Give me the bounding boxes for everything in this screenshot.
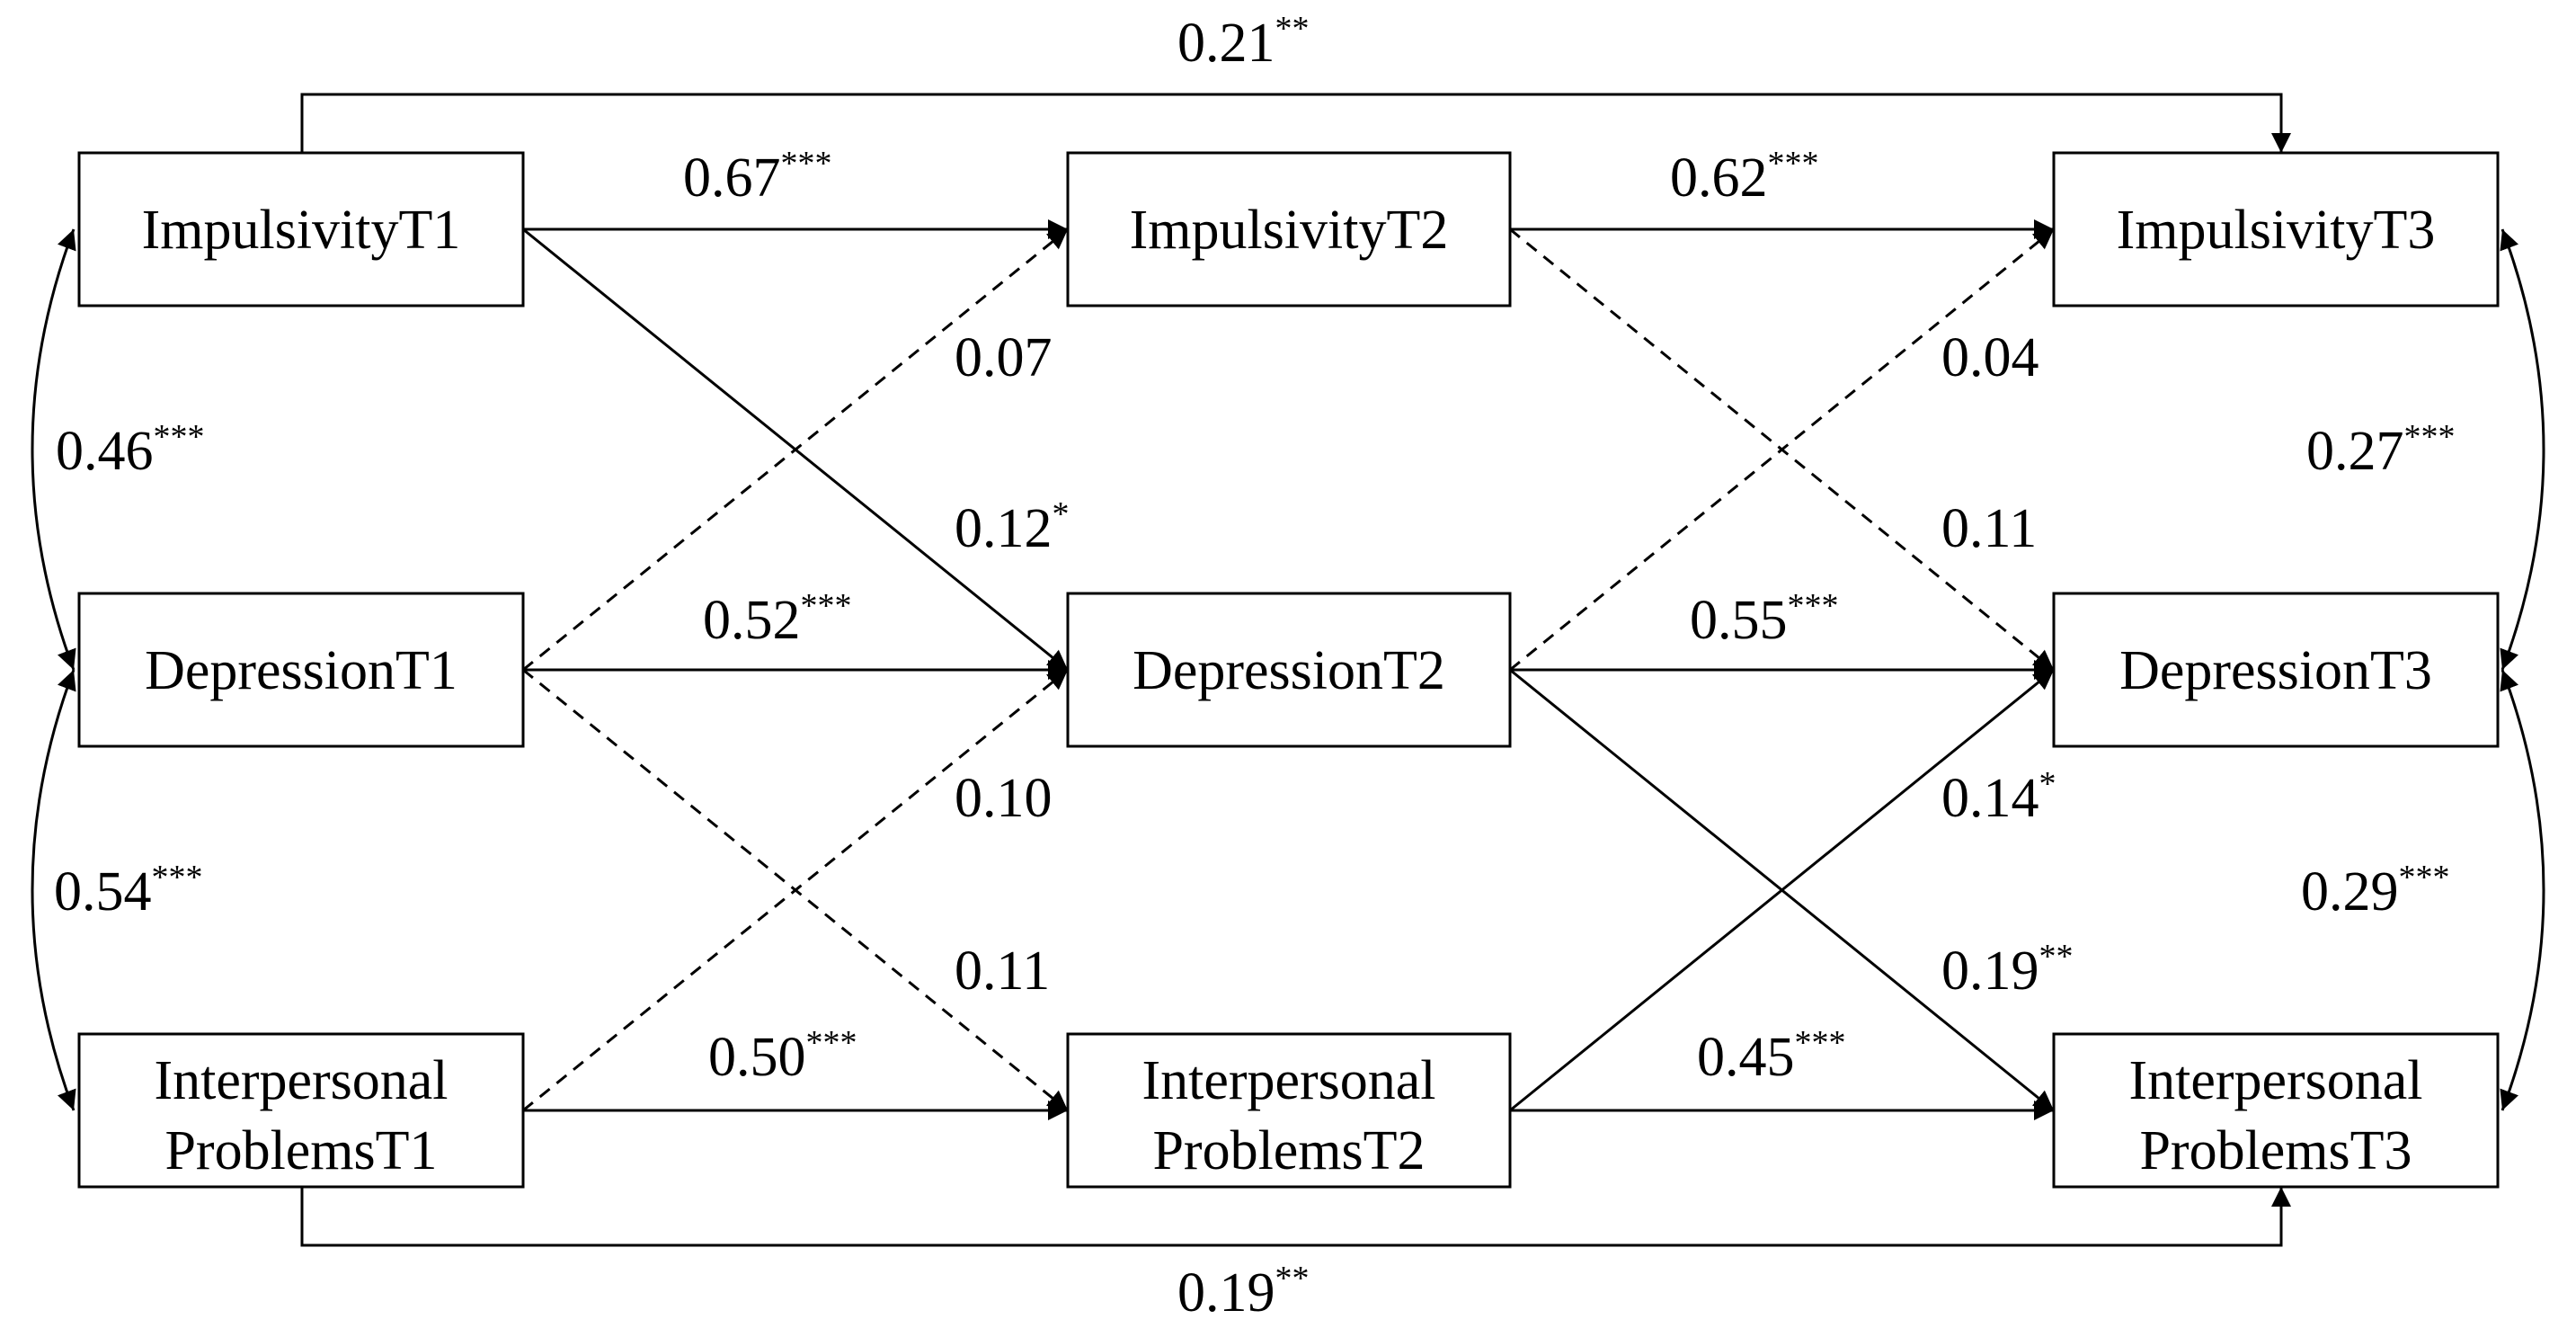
cov-dep3-ip3 — [2500, 669, 2545, 1111]
coefficients-layer: 0.21** 0.67*** 0.62*** 0.07 0.04 0.46***… — [54, 10, 2456, 1324]
node-label: ImpulsivityT3 — [2117, 200, 2436, 261]
node-label-line1: Interpersonal — [2128, 1050, 2422, 1111]
cov-dep1-ip1 — [31, 669, 76, 1111]
node-label: ImpulsivityT1 — [142, 200, 461, 261]
paths-layer — [31, 93, 2545, 1247]
coef-imp2-dep3: 0.11 — [1941, 498, 2037, 559]
path-ip2-dep3 — [1509, 668, 2055, 1112]
node-impulsivity-t1: ImpulsivityT1 — [77, 151, 525, 307]
path-dep1-imp2 — [522, 227, 1069, 672]
node-label-line1: Interpersonal — [154, 1050, 448, 1111]
coef-dep1-ip2: 0.11 — [955, 940, 1050, 1002]
nodes-layer: ImpulsivityT1 DepressionT1 Interpersonal… — [77, 151, 2500, 1189]
coef-dep2-imp3: 0.04 — [1941, 327, 2039, 388]
node-label-line2: ProblemsT1 — [164, 1120, 437, 1181]
node-interpersonal-problems-t1: Interpersonal ProblemsT1 — [77, 1032, 525, 1189]
node-label-line2: ProblemsT3 — [2139, 1120, 2412, 1181]
node-label-line1: Interpersonal — [1141, 1050, 1435, 1111]
path-ip1-ip3 — [300, 1187, 2291, 1247]
node-interpersonal-problems-t2: Interpersonal ProblemsT2 — [1066, 1032, 1512, 1189]
node-impulsivity-t2: ImpulsivityT2 — [1066, 151, 1512, 307]
node-depression-t1: DepressionT1 — [77, 592, 525, 748]
cov-imp1-dep1 — [31, 228, 76, 671]
coef-imp1-imp2: 0.67*** — [683, 145, 832, 209]
path-imp1-imp3 — [300, 93, 2291, 153]
node-label: DepressionT2 — [1133, 640, 1445, 701]
node-label: DepressionT1 — [145, 640, 457, 701]
coef-dep1-dep2: 0.52*** — [703, 587, 852, 651]
node-label-line2: ProblemsT2 — [1152, 1120, 1425, 1181]
coef-imp1-dep2: 0.12* — [955, 495, 1070, 559]
coef-ip1-ip3: 0.19** — [1177, 1260, 1310, 1324]
node-depression-t3: DepressionT3 — [2052, 592, 2500, 748]
coef-imp1-imp3: 0.21** — [1177, 10, 1310, 74]
node-interpersonal-problems-t3: Interpersonal ProblemsT3 — [2052, 1032, 2500, 1189]
coef-dep1-imp2: 0.07 — [955, 327, 1053, 388]
node-label: DepressionT3 — [2119, 640, 2432, 701]
coef-dep2-dep3: 0.55*** — [1690, 587, 1839, 651]
cov-imp3-dep3 — [2500, 228, 2545, 671]
coef-dep3-ip3-cov: 0.29*** — [2301, 859, 2450, 922]
node-depression-t2: DepressionT2 — [1066, 592, 1512, 748]
coef-ip1-dep2: 0.10 — [955, 768, 1053, 829]
path-ip1-dep2 — [522, 668, 1069, 1112]
coef-ip2-dep3: 0.14* — [1941, 765, 2056, 829]
coef-dep1-ip1-cov: 0.54*** — [54, 859, 203, 922]
coef-dep2-ip3: 0.19** — [1941, 938, 2074, 1002]
path-dep2-imp3 — [1509, 227, 2055, 672]
coef-imp1-dep1-cov: 0.46*** — [56, 418, 205, 482]
coef-imp3-dep3-cov: 0.27*** — [2306, 418, 2456, 482]
coef-imp2-imp3: 0.62*** — [1670, 145, 1819, 209]
node-label: ImpulsivityT2 — [1130, 200, 1449, 261]
node-impulsivity-t3: ImpulsivityT3 — [2052, 151, 2500, 307]
coef-ip1-ip2: 0.50*** — [708, 1024, 857, 1088]
coef-ip2-ip3: 0.45*** — [1697, 1024, 1846, 1088]
